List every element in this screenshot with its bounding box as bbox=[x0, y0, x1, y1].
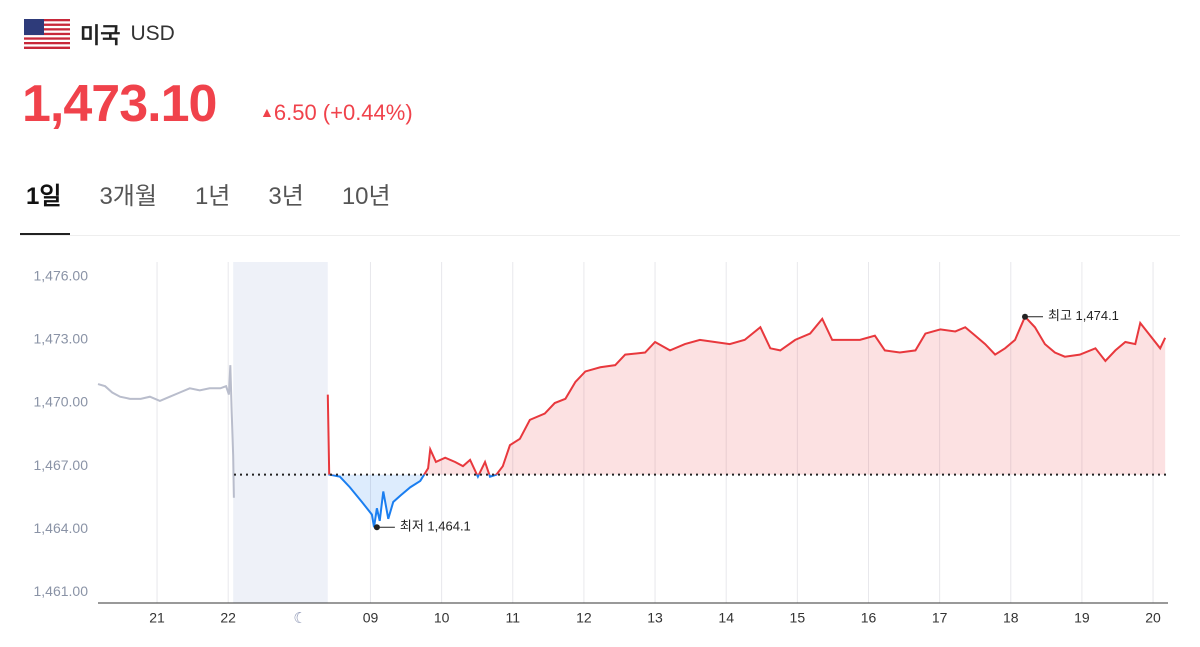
tab[interactable]: 3년 bbox=[268, 183, 304, 210]
y-tick-label: 1,461.00 bbox=[34, 583, 89, 599]
x-tick-label: 18 bbox=[1003, 610, 1019, 626]
tab[interactable]: 1일 bbox=[26, 183, 62, 210]
annotation-label: 최저 1,464.1 bbox=[400, 519, 471, 534]
tab[interactable]: 3개월 bbox=[99, 183, 157, 210]
separator bbox=[20, 235, 1180, 236]
x-tick-label: 17 bbox=[932, 610, 948, 626]
x-tick-label: 09 bbox=[363, 610, 379, 626]
tab[interactable]: 10년 bbox=[341, 183, 391, 210]
y-tick-label: 1,473.00 bbox=[34, 331, 89, 347]
tabs: 1일 3개월 1년 3년 10년 bbox=[26, 176, 391, 211]
x-tick-label: 13 bbox=[647, 610, 663, 626]
x-tick-label: 20 bbox=[1145, 610, 1161, 626]
x-tick-label: 14 bbox=[718, 610, 734, 626]
y-tick-label: 1,476.00 bbox=[34, 267, 89, 283]
area-below bbox=[327, 474, 1166, 528]
country: 미국 bbox=[80, 23, 121, 48]
x-tick-label: 19 bbox=[1074, 610, 1090, 626]
x-tick-label: 16 bbox=[861, 610, 877, 626]
y-tick-label: 1,464.00 bbox=[34, 520, 89, 536]
change: ▲6.50 (+0.44%) bbox=[260, 100, 413, 125]
x-tick-label: 12 bbox=[576, 610, 592, 626]
line-above bbox=[326, 314, 1167, 475]
x-tick-label: 21 bbox=[149, 610, 165, 626]
x-tick-label: 11 bbox=[505, 610, 520, 626]
flag bbox=[24, 19, 70, 49]
y-tick-label: 1,470.00 bbox=[34, 394, 89, 410]
y-tick-label: 1,467.00 bbox=[34, 457, 89, 473]
annotation-label: 최고 1,474.1 bbox=[1048, 308, 1119, 323]
change-text: 6.50 (+0.44%) bbox=[273, 100, 413, 125]
x-tick-label: 15 bbox=[790, 610, 806, 626]
line bbox=[97, 365, 235, 498]
tab-underline bbox=[20, 233, 70, 235]
line-below bbox=[328, 474, 498, 528]
area-above bbox=[327, 316, 1166, 475]
x-tick-label: 10 bbox=[434, 610, 450, 626]
currency: USD bbox=[130, 22, 175, 45]
tab[interactable]: 1년 bbox=[194, 183, 231, 210]
night-band bbox=[233, 262, 328, 603]
moon-icon: ☾ bbox=[293, 610, 306, 627]
x-tick-label: 22 bbox=[220, 610, 236, 626]
price: 1,473.10 bbox=[22, 75, 217, 133]
header: 미국 USD bbox=[24, 18, 175, 50]
